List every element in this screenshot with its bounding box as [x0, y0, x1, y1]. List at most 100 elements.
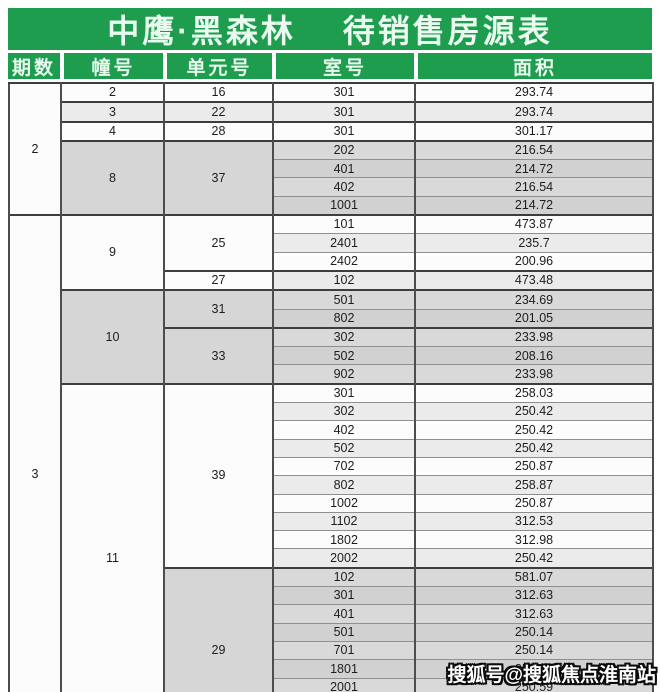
area-cell: 250.42: [414, 438, 654, 458]
room-cell: 2401: [272, 233, 416, 253]
building-cell: 2: [60, 81, 165, 103]
table-row: 401 312.63: [9, 604, 654, 624]
unit-cell: 31: [163, 289, 274, 329]
area-cell: 214.72: [414, 159, 654, 179]
table-row: 8 37 202 216.54: [9, 139, 654, 216]
table-row: 10 31 501 234.69: [9, 289, 654, 385]
header-cell-area: 面积: [414, 53, 652, 79]
table-row: 11 39 301 258.03: [9, 382, 654, 692]
page-title: 中鹰·黑森林 待销售房源表: [107, 13, 553, 49]
area-cell: 235.7: [414, 233, 654, 253]
room-cell: 2002: [272, 548, 416, 569]
area-cell: 250.42: [414, 548, 654, 569]
unit-cell: 29: [163, 566, 274, 692]
room-cell: 102: [272, 566, 416, 588]
room-cell: 1801: [272, 659, 416, 679]
table-row: 2402 200.96: [9, 251, 654, 272]
header-cell-building: 幢号: [60, 53, 163, 79]
area-cell: 233.98: [414, 326, 654, 348]
table-row: 1002 250.87: [9, 493, 654, 513]
room-cell: 502: [272, 438, 416, 458]
table-row: 1001 214.72: [9, 195, 654, 216]
table-row: 701 250.14: [9, 640, 654, 661]
table-row: 502 250.42: [9, 438, 654, 458]
room-cell: 401: [272, 159, 416, 179]
table-row: 402 216.54: [9, 177, 654, 197]
header-row: 期数 幢号 单元号 室号 面积: [8, 53, 652, 79]
area-cell: 208.16: [414, 346, 654, 366]
watermark: 搜狐号@搜狐焦点淮南站: [447, 665, 656, 686]
building-cell: 9: [60, 214, 165, 291]
table-row: 402 250.42: [9, 420, 654, 440]
area-cell: 234.69: [414, 289, 654, 310]
room-cell: 2402: [272, 251, 416, 272]
phase-cell: 3: [8, 214, 62, 692]
room-cell: 1802: [272, 530, 416, 550]
room-cell: 501: [272, 289, 416, 310]
area-cell: 293.74: [414, 101, 654, 123]
table-row: 4 28 301 301.17: [9, 120, 654, 142]
room-cell: 301: [272, 120, 416, 142]
building-cell: 8: [60, 139, 165, 216]
room-cell: 701: [272, 640, 416, 661]
area-cell: 312.63: [414, 586, 654, 606]
area-cell: 258.87: [414, 475, 654, 495]
table-title-bar: 中鹰·黑森林 待销售房源表: [8, 8, 652, 50]
area-cell: 250.87: [414, 456, 654, 477]
unit-cell: 33: [163, 326, 274, 385]
table-row: 802 201.05: [9, 308, 654, 329]
area-cell: 201.05: [414, 308, 654, 329]
area-cell: 214.72: [414, 195, 654, 216]
room-cell: 501: [272, 622, 416, 642]
building-cell: 3: [60, 101, 165, 123]
unit-cell: 37: [163, 139, 274, 216]
phase-cell: 2: [8, 81, 62, 216]
table-row: 2 2 16 301 293.74: [8, 81, 654, 216]
area-cell: 250.42: [414, 402, 654, 422]
header-cell-phase: 期数: [8, 53, 60, 79]
table-row: 3 22 301 293.74: [9, 101, 654, 123]
room-cell: 802: [272, 308, 416, 329]
room-cell: 101: [272, 214, 416, 235]
table-row: 1802 312.98: [9, 530, 654, 550]
unit-cell: 27: [163, 269, 274, 291]
table-row: 702 250.87: [9, 456, 654, 477]
area-cell: 216.54: [414, 177, 654, 197]
building-cell: 11: [60, 382, 165, 692]
area-cell: 473.87: [414, 214, 654, 235]
room-cell: 302: [272, 402, 416, 422]
area-cell: 250.14: [414, 622, 654, 642]
area-cell: 233.98: [414, 364, 654, 385]
table-row: 2001 250.59: [9, 677, 654, 692]
unit-cell: 16: [163, 81, 274, 103]
area-cell: 312.53: [414, 511, 654, 532]
area-cell: 473.48: [414, 269, 654, 291]
area-cell: 301.17: [414, 120, 654, 142]
building-cell: 10: [60, 289, 165, 385]
table-body: 2 2 16 301 293.74 3 22 301 293.74 4 28 301 301.17 8 37…: [8, 81, 654, 692]
unit-cell: 22: [163, 101, 274, 123]
room-cell: 1002: [272, 493, 416, 513]
table-row: 2401 235.7: [9, 233, 654, 253]
room-cell: 301: [272, 101, 416, 123]
table-row: 27 102 473.48: [9, 269, 654, 291]
unit-cell: 39: [163, 382, 274, 569]
area-cell: 250.59: [414, 677, 654, 692]
room-cell: 301: [272, 81, 416, 103]
room-cell: 1001: [272, 195, 416, 216]
area-cell: 250.14: [414, 659, 654, 679]
table-row: 29 102 581.07: [9, 566, 654, 692]
room-cell: 402: [272, 420, 416, 440]
area-cell: 312.63: [414, 604, 654, 624]
area-cell: 312.98: [414, 530, 654, 550]
listing-table: 2 2 16 301 293.74 3 22 301 293.74 4 28 301 301.17 8 37…: [8, 81, 654, 692]
room-cell: 401: [272, 604, 416, 624]
room-cell: 402: [272, 177, 416, 197]
area-cell: 216.54: [414, 139, 654, 161]
table-row: 401 214.72: [9, 159, 654, 179]
room-cell: 301: [272, 382, 416, 404]
room-cell: 802: [272, 475, 416, 495]
header-cell-room: 室号: [272, 53, 414, 79]
table-row: 3 9 25 101 473.87: [8, 214, 654, 692]
